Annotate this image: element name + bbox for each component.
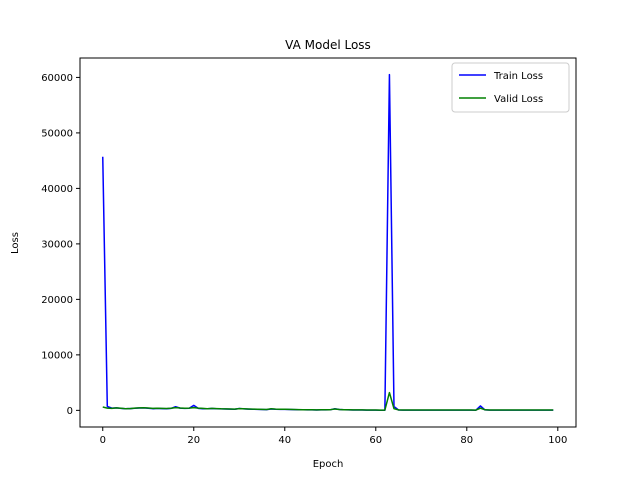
y-axis-title: Loss <box>10 232 21 254</box>
series-line-valid-loss <box>102 391 554 411</box>
x-tick-label: 0 <box>100 435 106 446</box>
x-tick-label: 20 <box>187 435 200 446</box>
x-tick-label: 100 <box>548 435 567 446</box>
plot-frame <box>79 57 577 428</box>
series-layer <box>102 73 554 411</box>
y-tick-label: 30000 <box>41 239 73 250</box>
y-tick-label: 50000 <box>41 128 73 139</box>
chart-title: VA Model Loss <box>285 38 371 52</box>
x-tick-label: 80 <box>460 435 473 446</box>
y-axis: 0 10000 20000 30000 40000 50000 60000 <box>41 73 80 417</box>
y-tick-label: 10000 <box>41 350 73 361</box>
plot-area: 0 20 40 60 80 100 0 10000 20000 30000 40000 50000 6… <box>41 57 577 446</box>
x-axis-title: Epoch <box>313 459 344 470</box>
legend-label-train: Train Loss <box>493 71 543 82</box>
y-tick-label: 20000 <box>41 295 73 306</box>
legend-label-valid: Valid Loss <box>494 94 543 105</box>
x-tick-label: 40 <box>278 435 291 446</box>
y-tick-label: 60000 <box>41 73 73 84</box>
y-tick-label: 0 <box>67 406 73 417</box>
x-tick-label: 60 <box>369 435 382 446</box>
y-tick-label: 40000 <box>41 184 73 195</box>
x-axis: 0 20 40 60 80 100 <box>100 427 567 446</box>
legend: Train Loss Valid Loss <box>451 62 570 113</box>
